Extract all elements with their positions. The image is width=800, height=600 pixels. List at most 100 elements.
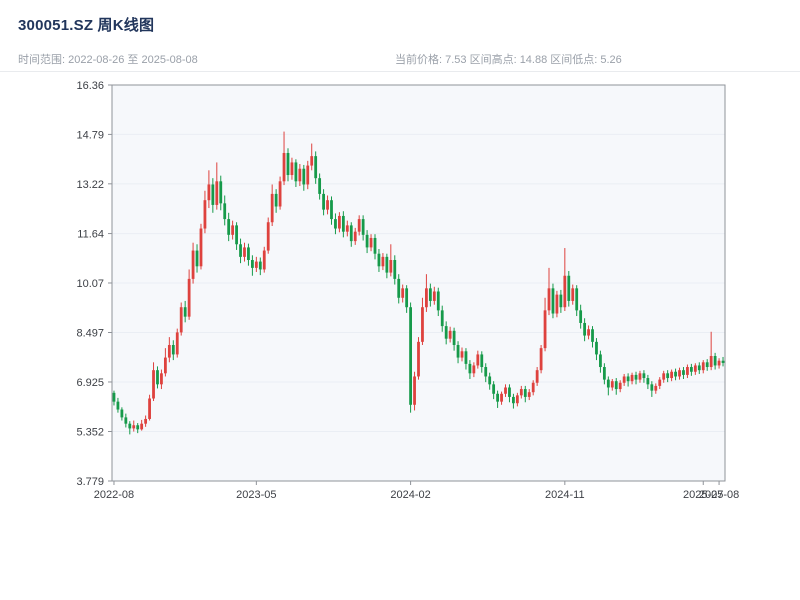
candle-body <box>630 374 634 382</box>
candle-body <box>179 307 183 333</box>
candle-body <box>314 156 318 179</box>
candle-body <box>678 370 681 377</box>
candle-body <box>211 184 215 205</box>
candle-body <box>591 329 594 342</box>
candle-body <box>326 200 329 210</box>
candle-body <box>254 261 258 268</box>
candle-body <box>167 344 171 358</box>
candle-body <box>480 354 484 368</box>
candle-body <box>456 344 460 358</box>
candle-body <box>124 417 128 424</box>
candle-body <box>697 365 701 371</box>
candle-body <box>163 357 167 374</box>
candle-body <box>464 351 468 364</box>
candle-body <box>144 418 148 424</box>
candle-body <box>160 373 163 385</box>
candle-body <box>405 288 409 308</box>
y-axis-label: 5.352 <box>76 426 104 438</box>
candle-body <box>428 288 432 301</box>
candle-body <box>547 288 551 311</box>
candle-body <box>286 152 290 176</box>
candle-body <box>152 370 155 399</box>
candle-body <box>519 389 523 396</box>
candle-body <box>338 215 341 229</box>
candle-body <box>500 393 503 402</box>
candle-body <box>674 371 677 377</box>
candle-body <box>341 215 345 232</box>
candle-body <box>610 381 614 388</box>
y-axis-label: 8.497 <box>76 327 104 339</box>
candle-body <box>682 370 685 375</box>
y-axis-label: 3.779 <box>76 476 104 488</box>
candle-body <box>599 354 602 368</box>
candle-body <box>622 376 626 383</box>
candle-body <box>282 152 286 182</box>
candle-body <box>401 288 405 298</box>
candle-body <box>614 381 618 390</box>
candle-body <box>290 162 294 176</box>
candle-body <box>377 253 381 267</box>
candle-body <box>709 356 713 368</box>
candle-body <box>357 219 361 232</box>
plot-border <box>111 84 726 482</box>
candle-body <box>345 225 349 232</box>
candle-body <box>670 371 674 379</box>
candle-body <box>606 379 610 388</box>
candle-body <box>484 367 488 377</box>
candle-body <box>413 376 416 405</box>
candle-body <box>373 237 377 254</box>
candle-body <box>488 376 492 385</box>
candle-body <box>721 360 725 363</box>
candle-body <box>191 250 195 279</box>
candle-body <box>650 384 654 391</box>
candle-body <box>136 425 140 430</box>
candle-body <box>262 250 266 270</box>
candle-body <box>132 425 136 429</box>
candle-body <box>393 260 397 279</box>
candle-body <box>243 247 246 257</box>
candle-body <box>666 373 670 379</box>
candle-body <box>207 184 211 201</box>
candle-body <box>330 200 333 220</box>
candle-body <box>274 193 278 207</box>
x-axis-label: 2024-02 <box>390 489 430 501</box>
candle-body <box>187 278 191 317</box>
candle-body <box>417 341 420 377</box>
candle-body <box>258 261 262 270</box>
candle-body <box>223 203 227 220</box>
candle-body <box>515 395 519 404</box>
y-axis-label: 10.07 <box>76 278 104 290</box>
candle-body <box>492 384 496 394</box>
candle-body <box>112 392 116 402</box>
y-axis-label: 14.79 <box>76 129 104 141</box>
candle-body <box>508 387 511 397</box>
candle-body <box>440 310 444 327</box>
candle-body <box>472 365 476 374</box>
candle-body <box>227 219 231 235</box>
candle-body <box>717 360 721 366</box>
candle-body <box>409 307 412 405</box>
candle-body <box>140 423 144 430</box>
candle-body <box>310 156 314 166</box>
candle-body <box>231 225 235 235</box>
candle-body <box>183 307 187 317</box>
candle-body <box>575 288 579 311</box>
candle-body <box>452 330 456 345</box>
candle-body <box>156 370 159 385</box>
candle-body <box>278 181 282 207</box>
x-axis-label: 2022-08 <box>94 489 134 501</box>
candle-body <box>247 247 250 261</box>
candle-body <box>203 200 207 229</box>
y-axis-label: 11.64 <box>77 229 104 241</box>
x-axis-label: 2023-05 <box>236 489 276 501</box>
candle-body <box>523 389 527 397</box>
page-title: 300051.SZ 周K线图 <box>18 17 155 34</box>
candle-body <box>595 341 598 355</box>
candle-body <box>468 363 472 374</box>
candle-body <box>397 278 401 298</box>
candle-body <box>543 310 547 349</box>
candle-body <box>587 329 590 336</box>
candle-body <box>239 244 242 257</box>
candle-body <box>512 396 515 404</box>
x-axis-label: 2025-08 <box>699 489 739 501</box>
